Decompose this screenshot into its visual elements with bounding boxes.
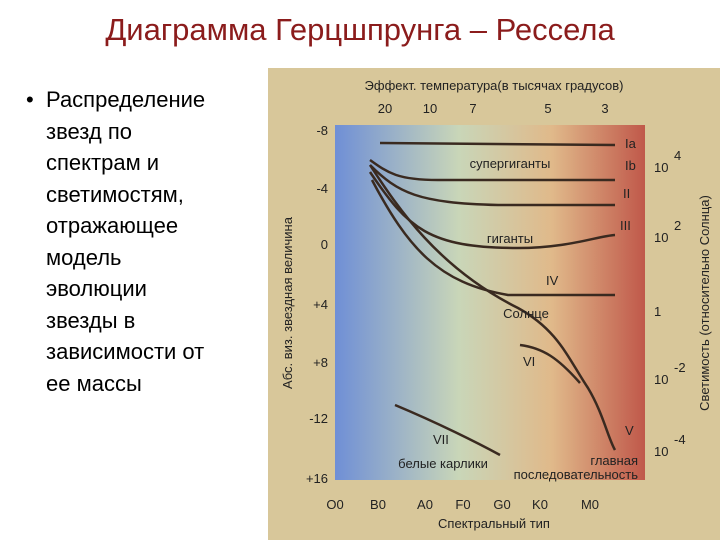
class-label: Ib	[625, 158, 636, 173]
hr-diagram: Эффект. температура(в тысячах градусов) 2…	[268, 68, 720, 540]
bullet-line: зависимости от	[46, 339, 205, 364]
region-label: белые карлики	[398, 456, 488, 471]
bottom-tick: M0	[581, 497, 599, 512]
left-tick: +8	[313, 355, 328, 370]
class-label: V	[625, 423, 634, 438]
bullet-line: отражающее	[46, 213, 179, 238]
bullet-line: звезд по	[46, 118, 132, 144]
top-axis-label: Эффект. температура(в тысячах градусов)	[365, 78, 624, 93]
class-label: II	[623, 186, 630, 201]
bottom-tick: F0	[455, 497, 470, 512]
curves	[368, 141, 617, 457]
bullet-line: спектрам и	[46, 150, 160, 175]
right-tick: 10	[654, 444, 668, 459]
left-tick: -4	[316, 181, 328, 196]
bullet-dot: •	[26, 87, 34, 112]
right-tick-exp: -4	[674, 432, 686, 447]
region-label: гиганты	[487, 231, 533, 246]
bullet-line: звезды в	[46, 307, 136, 333]
right-tick-exp: -2	[674, 360, 686, 375]
bullet-line: светимостям,	[46, 181, 184, 207]
bullet-line: ее массы	[46, 370, 142, 396]
region-label: последовательность	[514, 467, 639, 482]
class-label: III	[620, 218, 631, 233]
bottom-tick: B0	[370, 497, 386, 512]
left-axis-label: Абс. виз. звездная величина	[280, 216, 295, 389]
class-label: VI	[523, 354, 535, 369]
class-label: Ia	[625, 136, 637, 151]
right-tick-exp: 2	[674, 218, 681, 233]
region-label: главная	[590, 453, 638, 468]
top-tick: 5	[544, 101, 551, 116]
left-tick: +4	[313, 297, 328, 312]
right-tick: 10	[654, 160, 668, 175]
top-tick: 7	[469, 101, 476, 116]
bullet-list: • Распределение звезд по спектрам и светимос…	[26, 84, 205, 399]
top-tick: 10	[423, 101, 437, 116]
bullet-line: модель	[46, 244, 122, 270]
bullet-line: эволюции	[46, 276, 147, 301]
class-label: IV	[546, 273, 559, 288]
plot-area	[335, 125, 645, 480]
right-axis-label: Светимость (относительно Солнца)	[697, 195, 712, 411]
left-tick: -8	[316, 123, 328, 138]
right-tick-exp: 4	[674, 148, 681, 163]
left-tick: +16	[306, 471, 328, 486]
bottom-tick: K0	[532, 497, 548, 512]
left-tick: -12	[309, 411, 328, 426]
bottom-tick: G0	[493, 497, 510, 512]
right-tick: 1	[654, 304, 661, 319]
bottom-axis-label: Спектральный тип	[438, 516, 550, 531]
bottom-tick: A0	[417, 497, 433, 512]
class-label: VII	[433, 432, 449, 447]
slide-title: Диаграмма Герцшпрунга – Рессела	[105, 12, 615, 47]
top-tick: 3	[601, 101, 608, 116]
right-tick: 10	[654, 230, 668, 245]
bullet-line: Распределение	[46, 87, 206, 112]
region-label: супергиганты	[470, 156, 551, 171]
region-label: Солнце	[503, 306, 549, 321]
left-tick: 0	[321, 237, 328, 252]
top-tick: 20	[378, 101, 392, 116]
bottom-tick: O0	[326, 497, 343, 512]
right-tick: 10	[654, 372, 668, 387]
